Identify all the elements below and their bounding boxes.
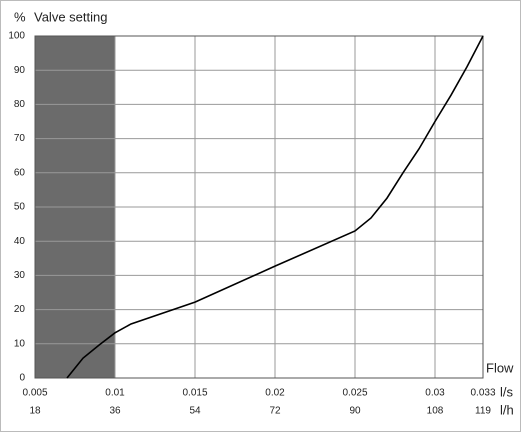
x2-tick-label: 54: [189, 406, 201, 417]
y-tick-label: 60: [14, 167, 26, 178]
y-tick-label: 50: [14, 202, 26, 213]
y-tick-label: 70: [14, 133, 26, 144]
x2-tick-label: 18: [29, 406, 41, 417]
y-unit: %: [14, 9, 26, 24]
x-tick-label: 0.01: [105, 388, 125, 399]
y-tick-label: 90: [14, 65, 26, 76]
x-tick-label: 0.02: [265, 388, 285, 399]
y-tick-label: 100: [8, 31, 25, 42]
x-tick-label: 0.005: [22, 388, 47, 399]
x-tick-label: 0.025: [342, 388, 367, 399]
y-tick-label: 80: [14, 99, 26, 110]
x-tick-label: 0.015: [182, 388, 207, 399]
plot-border: [34, 35, 484, 379]
x-tick-label: 0.033: [470, 388, 495, 399]
x2-tick-label: 72: [269, 406, 281, 417]
x-unit: l/s: [500, 384, 514, 399]
y-tick-label: 30: [14, 270, 26, 281]
y-tick-label: 0: [19, 373, 25, 384]
x-title: Flow: [486, 360, 514, 375]
y-tick-label: 40: [14, 236, 26, 247]
line: [66, 35, 484, 379]
y-tick-label: 10: [14, 338, 26, 349]
y-tick-label: 20: [14, 304, 26, 315]
x2-tick-label: 119: [475, 406, 491, 417]
x2-tick-label: 108: [427, 406, 444, 417]
x2-tick-label: 90: [349, 406, 361, 417]
x2-tick-label: 36: [109, 406, 121, 417]
x2-unit: l/h: [500, 402, 514, 417]
x-tick-label: 0.03: [425, 388, 445, 399]
chart-title: Valve setting: [34, 9, 107, 24]
